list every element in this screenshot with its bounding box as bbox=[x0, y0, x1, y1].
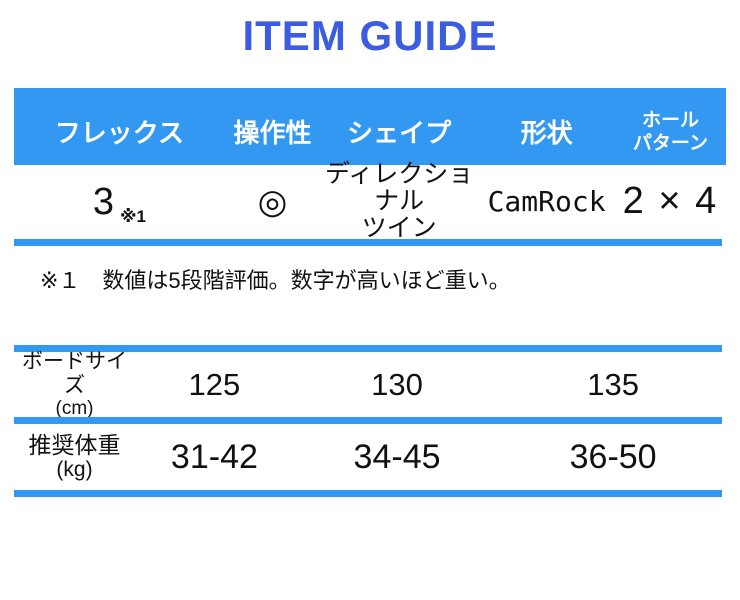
board-size-value-1: 125 bbox=[188, 366, 241, 402]
footnote-text: ※１ 数値は5段階評価。数字が高いほど重い。 bbox=[40, 268, 511, 293]
shape-value-line1: ディレクショナル bbox=[325, 160, 474, 215]
header-flex: フレックス bbox=[14, 105, 225, 148]
recommended-weight-value-3: 36-50 bbox=[569, 437, 657, 476]
header-operability: 操作性 bbox=[225, 105, 320, 148]
board-size-row: ボードサイズ (cm) 125 130 135 bbox=[14, 350, 726, 420]
double-circle-rating-icon: ◎ bbox=[257, 182, 288, 221]
divider-line bbox=[14, 417, 722, 424]
recommended-weight-value-2: 34-45 bbox=[353, 437, 441, 476]
divider-line bbox=[14, 239, 722, 246]
divider-line bbox=[14, 490, 722, 497]
header-form: 形状 bbox=[478, 105, 615, 148]
camber-type-value: CamRock bbox=[487, 185, 606, 218]
value-flex: 3 ※1 bbox=[14, 180, 225, 226]
board-size-value-3: 135 bbox=[587, 366, 639, 402]
value-shape: ディレクショナル ツイン bbox=[320, 161, 478, 242]
header-hole-pattern: ホール パターン bbox=[615, 99, 726, 155]
recommended-weight-row: 推奨体重 (kg) 31-42 34-45 36-50 bbox=[14, 424, 726, 490]
board-size-label-unit: (cm) bbox=[55, 397, 94, 419]
spec-table-values-row: 3 ※1 ◎ ディレクショナル ツイン CamRock 2 × 4 bbox=[14, 161, 726, 242]
value-operability: ◎ bbox=[225, 185, 320, 219]
value-hole-pattern: 2 × 4 bbox=[615, 180, 726, 223]
header-operability-label: 操作性 bbox=[233, 118, 312, 149]
shape-value-line2: ツイン bbox=[361, 214, 437, 242]
header-flex-label: フレックス bbox=[54, 118, 184, 149]
hole-pattern-value: 2 × 4 bbox=[622, 180, 719, 222]
recommended-weight-value-1: 31-42 bbox=[170, 437, 258, 476]
divider-line bbox=[14, 345, 722, 352]
flex-value: 3 bbox=[92, 180, 114, 223]
header-shape-label: シェイプ bbox=[347, 118, 452, 149]
flex-footnote-marker: ※1 bbox=[119, 206, 146, 226]
recommended-weight-label: 推奨体重 (kg) bbox=[14, 432, 135, 482]
flex-value-group: 3 ※1 bbox=[92, 180, 146, 226]
recommended-weight-label-line1: 推奨体重 bbox=[28, 432, 121, 458]
value-form: CamRock bbox=[478, 185, 615, 218]
header-shape: シェイプ bbox=[320, 105, 478, 148]
header-hole-pattern-line1: ホール bbox=[641, 109, 699, 131]
board-size-label-line1: ボードサイズ bbox=[22, 349, 128, 397]
board-size-label: ボードサイズ (cm) bbox=[14, 350, 135, 420]
header-hole-pattern-line2: パターン bbox=[632, 132, 708, 154]
page-title: ITEM GUIDE bbox=[242, 12, 498, 59]
header-form-label: 形状 bbox=[520, 118, 573, 149]
recommended-weight-label-unit: (kg) bbox=[56, 458, 93, 481]
board-size-value-2: 130 bbox=[371, 366, 423, 402]
footnote: ※１ 数値は5段階評価。数字が高いほど重い。 bbox=[40, 263, 700, 295]
spec-table-header-bar: フレックス 操作性 シェイプ 形状 ホール パターン bbox=[14, 88, 726, 165]
